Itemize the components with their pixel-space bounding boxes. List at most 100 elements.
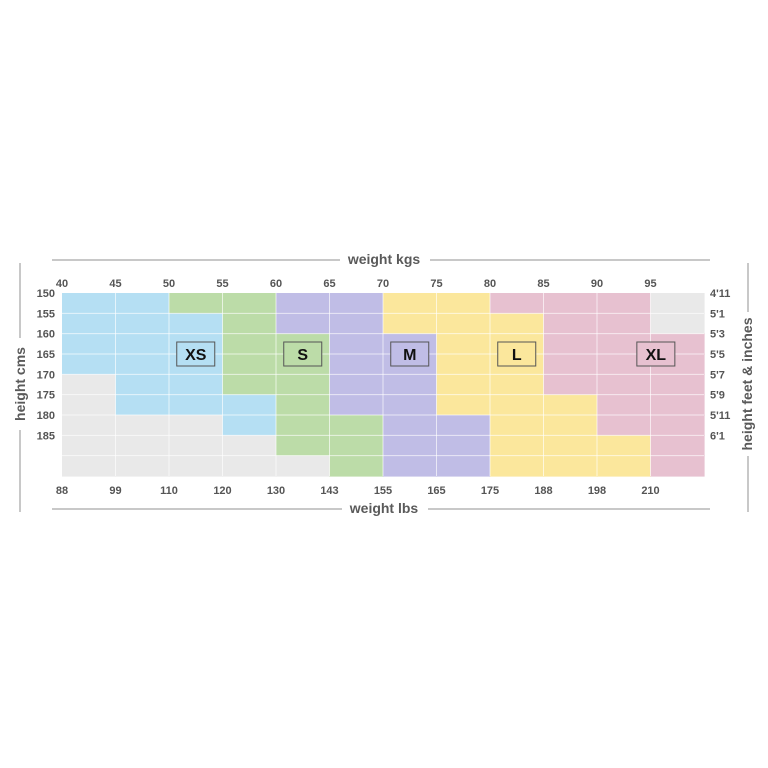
cell-l bbox=[490, 415, 545, 436]
cell-l bbox=[383, 313, 438, 335]
cell-none bbox=[62, 455, 117, 477]
cell-none bbox=[115, 455, 170, 477]
cell-l bbox=[436, 354, 491, 375]
cell-xs bbox=[62, 354, 117, 375]
feet-tick-label: 5'3 bbox=[710, 329, 725, 341]
cell-xl bbox=[650, 415, 705, 436]
lbs-tick-label: 188 bbox=[534, 485, 552, 497]
cell-s bbox=[222, 293, 277, 314]
feet-tick-label: 5'11 bbox=[710, 410, 730, 422]
feet-tick-label: 5'1 bbox=[710, 308, 725, 320]
size-label-s: S bbox=[297, 347, 308, 364]
cell-xl bbox=[650, 374, 705, 396]
cell-xs bbox=[115, 354, 170, 375]
cell-l bbox=[597, 435, 652, 457]
lbs-tick-label: 130 bbox=[267, 485, 285, 497]
cell-xs bbox=[115, 374, 170, 396]
cell-m bbox=[329, 333, 384, 355]
cell-m bbox=[383, 415, 438, 436]
size-label-xs: XS bbox=[185, 347, 207, 364]
cell-l bbox=[436, 293, 491, 314]
cell-m bbox=[329, 354, 384, 375]
cell-xl bbox=[597, 293, 652, 314]
cell-s bbox=[222, 374, 277, 396]
cell-s bbox=[276, 435, 331, 457]
lbs-tick-labels: 88 99 110 120 130 143 155 165 175 188 198 210 bbox=[56, 485, 660, 497]
cell-l bbox=[436, 394, 491, 416]
cell-l bbox=[490, 374, 545, 396]
lbs-tick-label: 165 bbox=[427, 485, 445, 497]
cell-l bbox=[543, 415, 598, 436]
cell-xl bbox=[650, 455, 705, 477]
kg-tick-label: 85 bbox=[537, 278, 549, 290]
cell-m bbox=[329, 394, 384, 416]
cell-m bbox=[436, 455, 491, 477]
size-label-box bbox=[176, 341, 216, 367]
cm-tick-labels: 150 155 160 165 170 175 180 185 bbox=[37, 288, 55, 442]
cm-tick-label: 150 bbox=[37, 288, 55, 300]
lbs-tick-label: 175 bbox=[481, 485, 499, 497]
cell-m bbox=[329, 374, 384, 396]
cell-xl bbox=[543, 354, 598, 375]
cell-xs bbox=[169, 374, 224, 396]
cell-s bbox=[329, 415, 384, 436]
cell-m bbox=[383, 374, 438, 396]
cell-l bbox=[597, 455, 652, 477]
cell-xl bbox=[543, 313, 598, 335]
cell-xl bbox=[597, 394, 652, 416]
size-label-box bbox=[390, 341, 430, 367]
axis-frame-lines bbox=[19, 259, 749, 512]
cell-none bbox=[62, 394, 117, 416]
size-cells bbox=[62, 293, 705, 477]
cell-none bbox=[169, 435, 224, 457]
cell-none bbox=[169, 455, 224, 477]
cell-s bbox=[169, 293, 224, 314]
lbs-tick-label: 198 bbox=[588, 485, 606, 497]
cell-xs bbox=[62, 313, 117, 335]
cell-m bbox=[329, 313, 384, 335]
cell-xl bbox=[597, 313, 652, 335]
cm-tick-label: 175 bbox=[37, 390, 55, 402]
cell-s bbox=[222, 313, 277, 335]
cell-xs bbox=[62, 333, 117, 355]
cell-m bbox=[329, 293, 384, 314]
cell-none bbox=[169, 415, 224, 436]
bottom-axis-title: weight lbs bbox=[349, 500, 419, 516]
left-axis-title: height cms bbox=[12, 347, 28, 421]
cell-s bbox=[222, 333, 277, 355]
cm-tick-label: 165 bbox=[37, 349, 55, 361]
cell-none bbox=[222, 455, 277, 477]
cm-tick-label: 160 bbox=[37, 329, 55, 341]
cell-s bbox=[276, 394, 331, 416]
cell-xs bbox=[169, 313, 224, 335]
cell-none bbox=[276, 455, 331, 477]
cell-l bbox=[543, 394, 598, 416]
cell-xl bbox=[650, 435, 705, 457]
cell-xl bbox=[543, 374, 598, 396]
cell-l bbox=[383, 293, 438, 314]
cell-xs bbox=[222, 394, 277, 416]
kg-tick-label: 45 bbox=[109, 278, 121, 290]
cell-l bbox=[490, 455, 545, 477]
cell-l bbox=[436, 333, 491, 355]
kg-tick-label: 40 bbox=[56, 278, 68, 290]
cell-none bbox=[115, 415, 170, 436]
cell-none bbox=[62, 374, 117, 396]
lbs-tick-label: 120 bbox=[213, 485, 231, 497]
cm-tick-label: 180 bbox=[37, 410, 55, 422]
size-labels: XS S M L XL bbox=[176, 341, 676, 367]
lbs-tick-label: 110 bbox=[160, 485, 178, 497]
lbs-tick-label: 155 bbox=[374, 485, 392, 497]
cell-m bbox=[383, 435, 438, 457]
cell-m bbox=[436, 415, 491, 436]
kg-tick-label: 70 bbox=[377, 278, 389, 290]
cell-xl bbox=[543, 333, 598, 355]
kg-tick-label: 50 bbox=[163, 278, 175, 290]
lbs-tick-label: 99 bbox=[109, 485, 121, 497]
kg-tick-label: 95 bbox=[644, 278, 656, 290]
cell-none bbox=[62, 435, 117, 457]
cell-xs bbox=[115, 293, 170, 314]
cell-xs bbox=[62, 293, 117, 314]
grid-lines bbox=[62, 293, 704, 476]
cell-xl bbox=[597, 415, 652, 436]
